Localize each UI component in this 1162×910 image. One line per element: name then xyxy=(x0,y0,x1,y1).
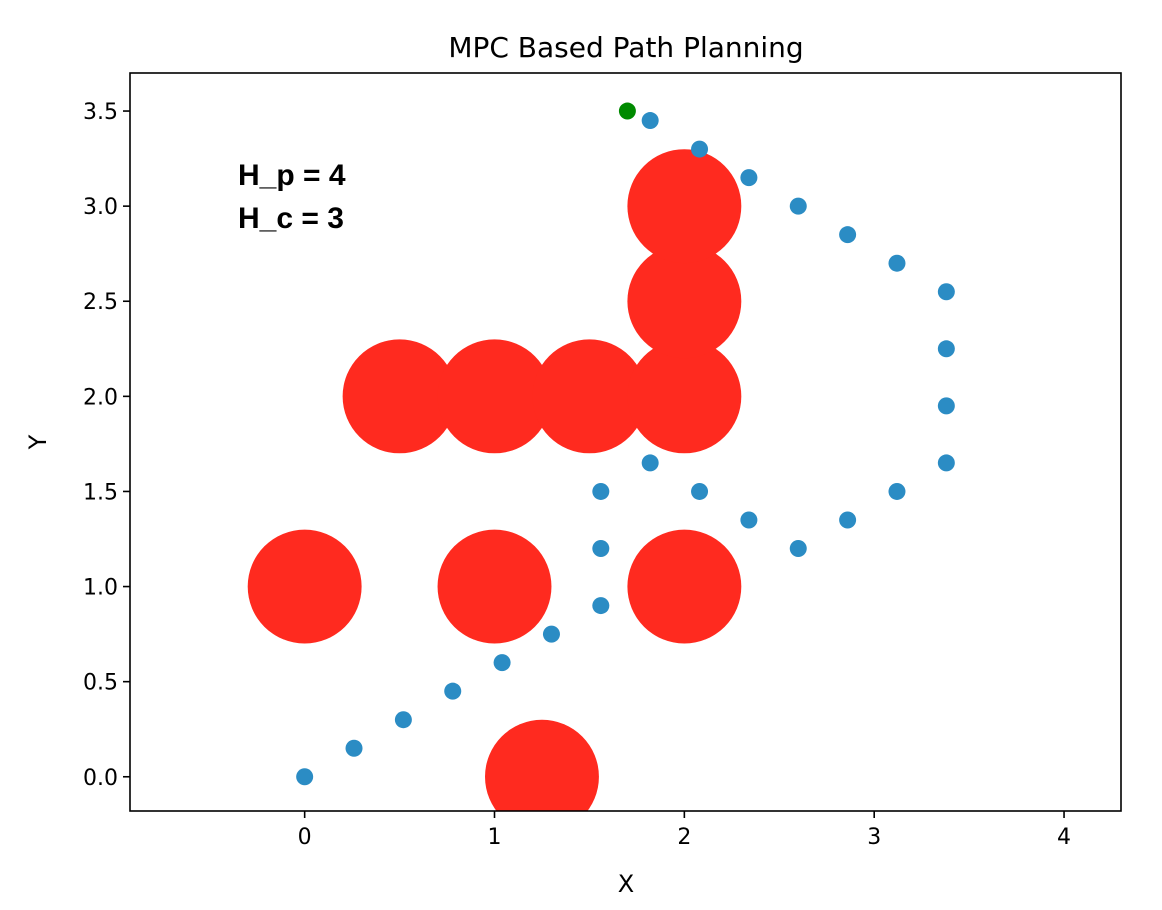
path-point xyxy=(394,711,412,729)
axes-frame xyxy=(129,72,1122,812)
path-point xyxy=(789,197,807,215)
x-tick-label: 3 xyxy=(867,825,881,850)
y-tick-label: 0.0 xyxy=(83,766,118,791)
y-axis-label: Y xyxy=(24,434,52,450)
path-point xyxy=(641,454,659,472)
path-point xyxy=(888,254,906,272)
y-tick-label: 3.5 xyxy=(83,100,118,125)
x-tick-label: 2 xyxy=(677,825,691,850)
obstacle-circle xyxy=(437,339,552,454)
path-point xyxy=(691,140,709,158)
x-tick-label: 4 xyxy=(1057,825,1071,850)
path-point xyxy=(542,625,560,643)
path-point xyxy=(740,169,758,187)
x-tick-label: 1 xyxy=(488,825,502,850)
path-point xyxy=(592,597,610,615)
chart-title: MPC Based Path Planning xyxy=(448,31,803,64)
obstacle-circle xyxy=(342,339,457,454)
y-tick-label: 2.5 xyxy=(83,290,118,315)
annotation-hc: H_c = 3 xyxy=(238,202,344,235)
path-point xyxy=(345,739,363,757)
path-point xyxy=(839,511,857,529)
y-tick-label: 3.0 xyxy=(83,195,118,220)
obstacle-circle xyxy=(627,339,742,454)
obstacle-circle xyxy=(247,529,362,644)
y-tick-label: 1.0 xyxy=(83,576,118,601)
path-point xyxy=(691,482,709,500)
path-point xyxy=(493,654,511,672)
goal-point xyxy=(618,102,636,120)
plot-area xyxy=(247,102,955,811)
path-point xyxy=(740,511,758,529)
path-point xyxy=(888,482,906,500)
path-point xyxy=(592,482,610,500)
x-axis-label: X xyxy=(618,870,634,898)
y-tick-label: 1.5 xyxy=(83,480,118,505)
path-point xyxy=(937,397,955,415)
obstacle-circle xyxy=(532,339,647,454)
annotation-hp: H_p = 4 xyxy=(238,159,346,192)
path-point xyxy=(789,540,807,558)
path-point xyxy=(641,112,659,130)
path-point xyxy=(937,340,955,358)
obstacle-circle xyxy=(627,149,742,264)
x-tick-label: 0 xyxy=(298,825,312,850)
path-point xyxy=(937,283,955,301)
obstacle-circle xyxy=(437,529,552,644)
y-tick-label: 0.5 xyxy=(83,671,118,696)
path-point xyxy=(296,768,314,786)
obstacle-circle xyxy=(485,719,599,811)
path-point xyxy=(592,540,610,558)
y-tick-label: 2.0 xyxy=(83,385,118,410)
path-point xyxy=(937,454,955,472)
path-point xyxy=(839,226,857,244)
path-point xyxy=(444,682,462,700)
axis-ticks: 0 1 2 3 4 0.0 0.5 1.0 1.5 2.0 2.5 3.0 3.5 xyxy=(83,100,1071,850)
obstacle-circle xyxy=(627,244,742,359)
obstacle-circle xyxy=(627,529,742,644)
plot-marks xyxy=(247,102,955,811)
